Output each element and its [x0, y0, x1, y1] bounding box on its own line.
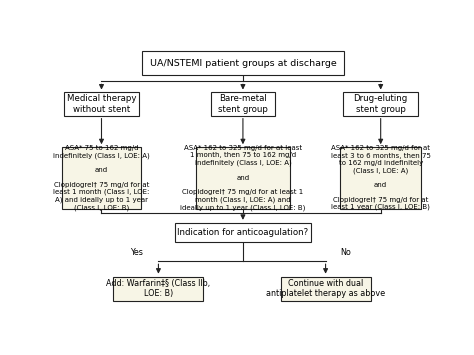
FancyBboxPatch shape: [113, 277, 203, 301]
FancyBboxPatch shape: [175, 223, 311, 242]
Text: Add: Warfarin‡§ (Class IIb,
LOE: B): Add: Warfarin‡§ (Class IIb, LOE: B): [106, 279, 210, 299]
Text: Drug-eluting
stent group: Drug-eluting stent group: [354, 94, 408, 114]
FancyBboxPatch shape: [343, 93, 419, 116]
Text: Indication for anticoagulation?: Indication for anticoagulation?: [177, 228, 309, 237]
FancyBboxPatch shape: [281, 277, 371, 301]
FancyBboxPatch shape: [211, 93, 275, 116]
FancyBboxPatch shape: [196, 147, 290, 209]
Text: Yes: Yes: [130, 248, 143, 257]
Text: ASA* 162 to 325 mg/d for at
least 3 to 6 months, then 75
to 162 mg/d indefinitel: ASA* 162 to 325 mg/d for at least 3 to 6…: [331, 146, 430, 211]
Text: Continue with dual
antiplatelet therapy as above: Continue with dual antiplatelet therapy …: [266, 279, 385, 299]
Text: No: No: [340, 248, 351, 257]
Text: ASA* 75 to 162 mg/d
indefinitely (Class I, LOE: A)

and

Clopidogrel† 75 mg/d fo: ASA* 75 to 162 mg/d indefinitely (Class …: [53, 145, 150, 211]
Text: ASA* 162 to 325 mg/d for at least
1 month, then 75 to 162 mg/d
indefinitely (Cla: ASA* 162 to 325 mg/d for at least 1 mont…: [180, 145, 306, 211]
Text: UA/NSTEMI patient groups at discharge: UA/NSTEMI patient groups at discharge: [150, 59, 336, 67]
FancyBboxPatch shape: [62, 147, 141, 209]
FancyBboxPatch shape: [64, 93, 139, 116]
FancyBboxPatch shape: [340, 147, 421, 209]
FancyBboxPatch shape: [142, 51, 344, 75]
Text: Medical therapy
without stent: Medical therapy without stent: [67, 94, 136, 114]
Text: Bare-metal
stent group: Bare-metal stent group: [218, 94, 268, 114]
